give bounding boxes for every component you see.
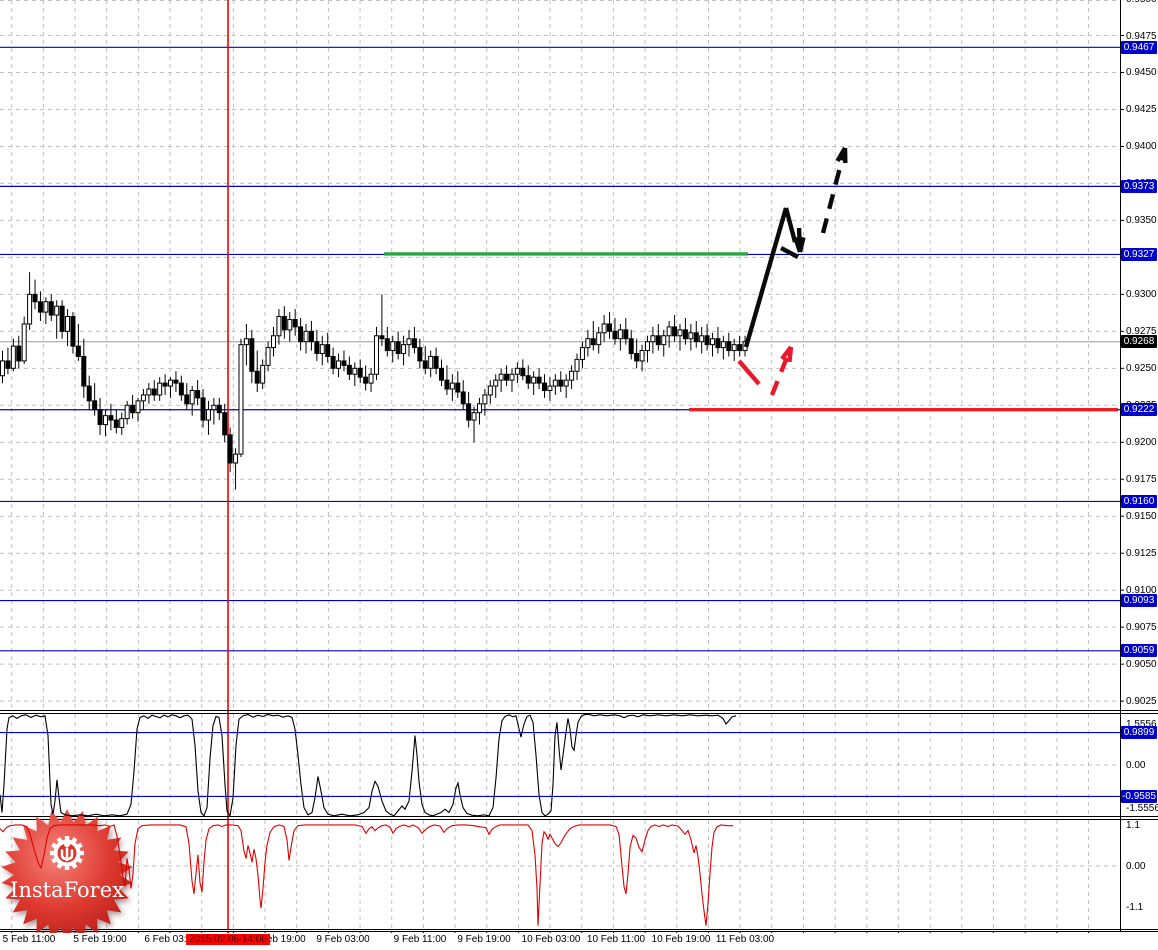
arrow-peak-pullback[interactable]	[786, 208, 795, 242]
time-axis-label: 11 Feb 03:00	[716, 934, 774, 945]
arrow-red-dip-stroke[interactable]	[739, 361, 759, 384]
time-axis-label: 9 Feb 11:00	[394, 934, 447, 945]
grid-layer	[0, 0, 1120, 930]
time-axis-label: 10 Feb 03:00	[522, 934, 581, 945]
instaforex-logo: InstaForex	[0, 805, 138, 945]
instaforex-logo-text: InstaForex	[10, 878, 124, 902]
analysis-arrows[interactable]	[739, 148, 845, 395]
candlesticks[interactable]	[1, 272, 748, 489]
vline-time-label: 2015.02.06 14:00	[186, 934, 270, 945]
oscillator1-levels[interactable]	[0, 733, 1120, 797]
time-axis-label: 5 Feb 19:00	[73, 934, 126, 945]
time-axis-label: 9 Feb 03:00	[316, 934, 369, 945]
time-axis-label: 10 Feb 19:00	[652, 934, 711, 945]
time-axis-label: 5 Feb 11:00	[3, 934, 56, 945]
arrow-retest-barb[interactable]	[781, 248, 798, 257]
arrow-impulse-up[interactable]	[746, 208, 786, 347]
starburst-badge	[2, 809, 133, 941]
price-level-lines[interactable]	[0, 47, 1120, 651]
time-axis-label: 9 Feb 19:00	[457, 934, 510, 945]
time-axis-label: 10 Feb 11:00	[587, 934, 645, 945]
